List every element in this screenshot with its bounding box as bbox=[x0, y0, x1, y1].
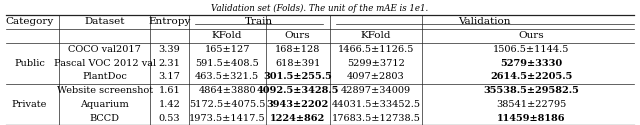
Text: 618±391: 618±391 bbox=[275, 59, 320, 68]
Text: Website screenshot: Website screenshot bbox=[56, 86, 153, 95]
Text: 5172.5±4075.5: 5172.5±4075.5 bbox=[189, 100, 266, 109]
Text: 35538.5±29582.5: 35538.5±29582.5 bbox=[483, 86, 579, 95]
Text: 463.5±321.5: 463.5±321.5 bbox=[195, 72, 259, 81]
Text: Pascal VOC 2012 val: Pascal VOC 2012 val bbox=[54, 59, 156, 68]
Text: 3943±2202: 3943±2202 bbox=[266, 100, 329, 109]
Text: 1224±862: 1224±862 bbox=[270, 114, 325, 123]
Text: KFold: KFold bbox=[212, 31, 243, 40]
Text: 0.53: 0.53 bbox=[159, 114, 180, 123]
Text: 165±127: 165±127 bbox=[204, 45, 250, 54]
Text: 1466.5±1126.5: 1466.5±1126.5 bbox=[338, 45, 414, 54]
Text: PlantDoc: PlantDoc bbox=[82, 72, 127, 81]
Text: Public: Public bbox=[14, 59, 45, 68]
Text: Validation: Validation bbox=[458, 17, 511, 26]
Text: Ours: Ours bbox=[518, 31, 544, 40]
Text: 3.17: 3.17 bbox=[159, 72, 180, 81]
Text: 2614.5±2205.5: 2614.5±2205.5 bbox=[490, 72, 572, 81]
Text: 1973.5±1417.5: 1973.5±1417.5 bbox=[189, 114, 266, 123]
Text: 42897±34009: 42897±34009 bbox=[341, 86, 411, 95]
Text: 17683.5±12738.5: 17683.5±12738.5 bbox=[332, 114, 420, 123]
Text: 3.39: 3.39 bbox=[159, 45, 180, 54]
Text: BCCD: BCCD bbox=[90, 114, 120, 123]
Text: 5279±3330: 5279±3330 bbox=[500, 59, 563, 68]
Text: 5299±3712: 5299±3712 bbox=[347, 59, 405, 68]
Text: 11459±8186: 11459±8186 bbox=[497, 114, 566, 123]
Text: 301.5±255.5: 301.5±255.5 bbox=[263, 72, 332, 81]
Text: 591.5±408.5: 591.5±408.5 bbox=[195, 59, 259, 68]
Text: 1506.5±1144.5: 1506.5±1144.5 bbox=[493, 45, 570, 54]
Text: 4092.5±3428.5: 4092.5±3428.5 bbox=[257, 86, 339, 95]
Text: Train: Train bbox=[245, 17, 273, 26]
Text: 4864±3880: 4864±3880 bbox=[198, 86, 256, 95]
Text: Validation set (Folds). The unit of the mAE is 1e1.: Validation set (Folds). The unit of the … bbox=[211, 4, 429, 13]
Text: 4097±2803: 4097±2803 bbox=[347, 72, 405, 81]
Text: 2.31: 2.31 bbox=[159, 59, 180, 68]
Text: COCO val2017: COCO val2017 bbox=[68, 45, 141, 54]
Text: 1.61: 1.61 bbox=[159, 86, 180, 95]
Text: Ours: Ours bbox=[285, 31, 310, 40]
Text: Private: Private bbox=[12, 100, 47, 109]
Text: Dataset: Dataset bbox=[84, 17, 125, 26]
Text: Aquarium: Aquarium bbox=[80, 100, 129, 109]
Text: 38541±22795: 38541±22795 bbox=[496, 100, 566, 109]
Text: 1.42: 1.42 bbox=[159, 100, 180, 109]
Text: 168±128: 168±128 bbox=[275, 45, 320, 54]
Text: 44031.5±33452.5: 44031.5±33452.5 bbox=[332, 100, 420, 109]
Text: Category: Category bbox=[5, 17, 54, 26]
Text: Entropy: Entropy bbox=[148, 17, 191, 26]
Text: KFold: KFold bbox=[361, 31, 391, 40]
